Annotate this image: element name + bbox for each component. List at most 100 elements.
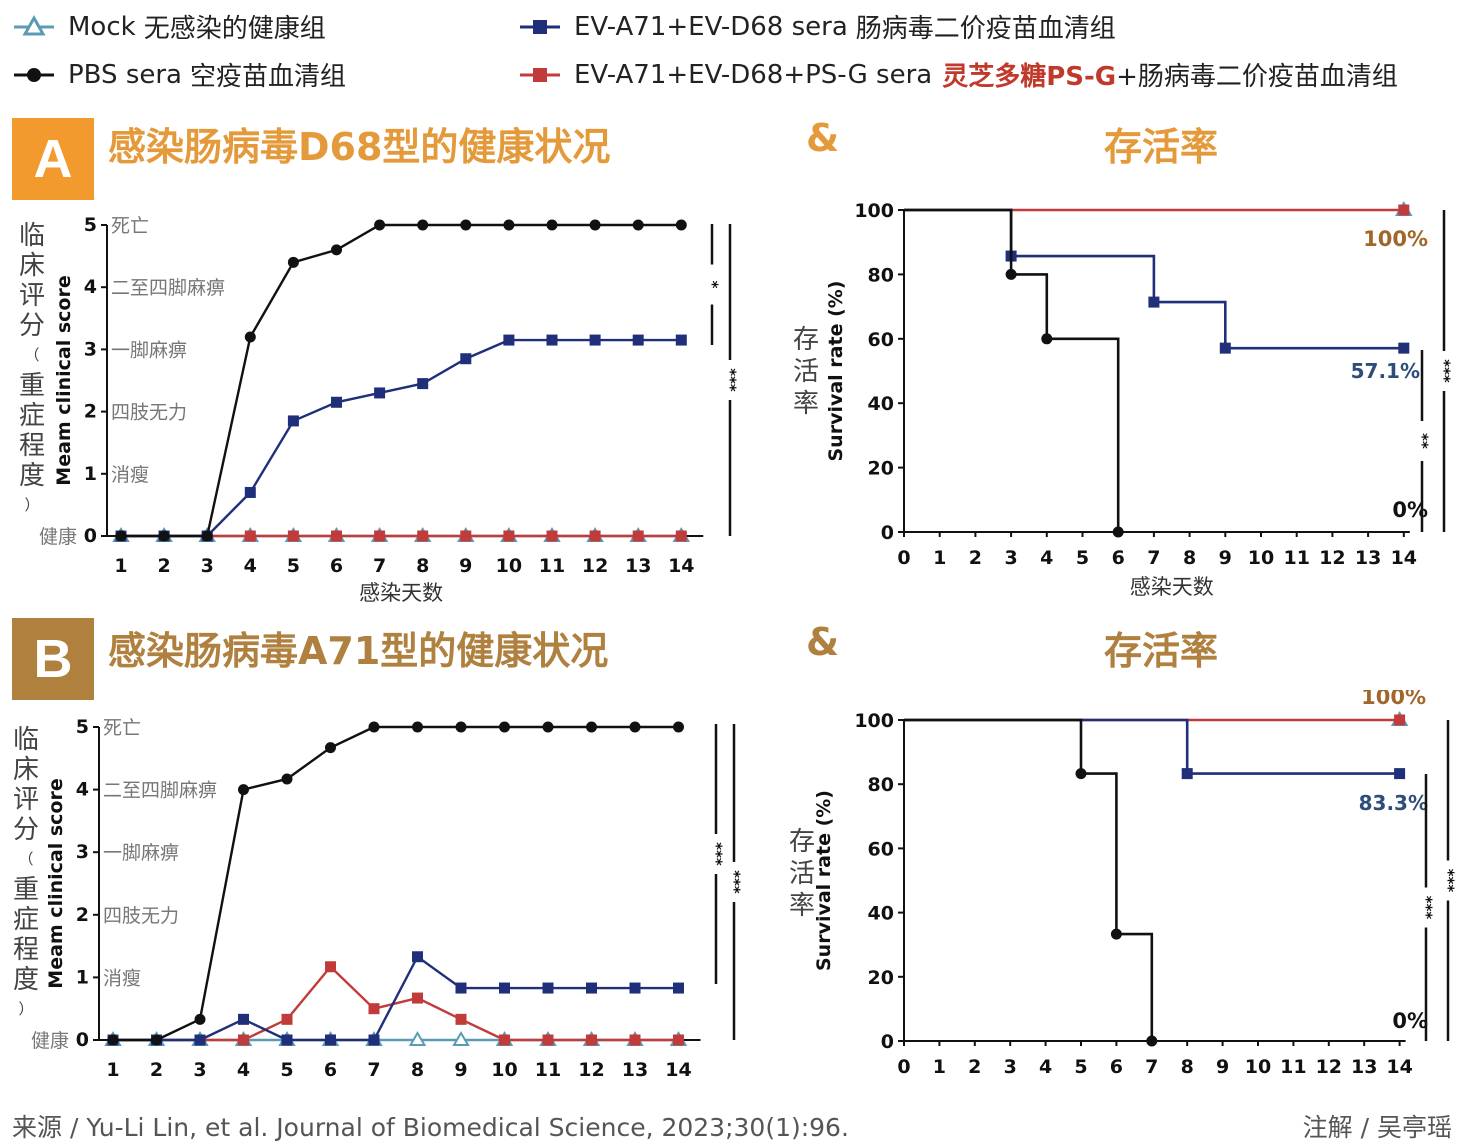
y-tick-label: 1 bbox=[84, 463, 97, 485]
x-tick-label: 6 bbox=[1110, 1056, 1123, 1078]
panel-a-amp: & bbox=[806, 116, 840, 160]
survival-point-ev bbox=[1394, 768, 1406, 780]
legend-ev-cn: 肠病毒二价疫苗血清组 bbox=[855, 14, 1116, 44]
significance-1-label: * bbox=[704, 281, 722, 289]
y-tick-label: 40 bbox=[868, 903, 894, 925]
y-tick-cn-label: 死亡 bbox=[111, 215, 149, 237]
significance-2-gap bbox=[1421, 887, 1431, 928]
x-tick-label: 5 bbox=[1076, 547, 1089, 569]
significance-2-label: *** bbox=[722, 368, 740, 392]
survival-point-ev bbox=[1148, 296, 1160, 308]
point-ev bbox=[417, 378, 429, 390]
point-pbs bbox=[546, 219, 558, 231]
y-tick-label: 80 bbox=[868, 264, 894, 286]
x-tick-label: 3 bbox=[193, 1059, 206, 1081]
x-tick-label: 11 bbox=[539, 555, 565, 577]
annotation-0: 0% bbox=[1392, 1009, 1428, 1033]
point-pbs bbox=[287, 256, 299, 268]
point-psg bbox=[287, 530, 299, 542]
point-ev bbox=[287, 415, 299, 427]
panel-a-survival-title: 存活率 bbox=[1104, 125, 1219, 169]
x-tick-label: 4 bbox=[237, 1059, 250, 1081]
point-mock bbox=[452, 1031, 470, 1046]
point-psg bbox=[546, 530, 558, 542]
x-axis-label: 感染天数 bbox=[1130, 575, 1214, 599]
y-axis-cn-label-char: 率 bbox=[793, 389, 819, 419]
point-pbs bbox=[673, 721, 684, 733]
x-tick-label: 11 bbox=[1280, 1056, 1306, 1078]
x-tick-label: 6 bbox=[330, 555, 343, 577]
point-ev bbox=[238, 1013, 249, 1025]
y-axis-cn-label-char: 活 bbox=[793, 357, 819, 387]
x-tick-label: 1 bbox=[933, 1056, 946, 1078]
y-axis-cn-label-char: 度 bbox=[13, 965, 39, 995]
point-psg bbox=[503, 530, 515, 542]
survival-point-pbs bbox=[1005, 268, 1017, 280]
legend-pbs-en: PBS sera bbox=[68, 59, 182, 90]
x-tick-label: 14 bbox=[668, 555, 694, 577]
y-axis-cn-label-char: 症 bbox=[19, 401, 45, 431]
legend-psg-marker-icon bbox=[520, 67, 560, 82]
point-ev bbox=[368, 1034, 380, 1046]
significance-1-gap bbox=[1439, 351, 1449, 391]
x-tick-label: 2 bbox=[968, 1056, 981, 1078]
series-line-ev bbox=[113, 954, 679, 1042]
point-ev bbox=[412, 951, 423, 963]
x-tick-label: 13 bbox=[625, 555, 651, 577]
panel-a-title: 感染肠病毒D68型的健康状况 bbox=[108, 125, 611, 169]
significance-1-label: *** bbox=[708, 842, 726, 866]
point-pbs bbox=[499, 721, 510, 733]
y-tick-label: 20 bbox=[868, 967, 894, 989]
point-pbs bbox=[151, 1034, 162, 1046]
point-ev bbox=[546, 334, 558, 346]
x-tick-label: 10 bbox=[496, 555, 522, 577]
y-tick-label: 0 bbox=[881, 1031, 894, 1053]
point-psg bbox=[238, 1034, 249, 1046]
legend-ev-en: EV-A71+EV-D68 sera bbox=[574, 11, 848, 42]
y-tick-cn-label: 消瘦 bbox=[103, 967, 141, 989]
x-tick-label: 9 bbox=[454, 1059, 467, 1081]
point-psg bbox=[325, 961, 336, 973]
y-tick-label: 1 bbox=[76, 966, 89, 988]
x-tick-label: 12 bbox=[1319, 547, 1345, 569]
survival-point-pbs bbox=[1146, 1035, 1158, 1047]
panel-b-letter: B bbox=[12, 618, 94, 700]
survival-point-ev bbox=[1219, 342, 1231, 354]
survival-line-pbs bbox=[904, 718, 1154, 1041]
x-tick-label: 14 bbox=[1391, 547, 1417, 569]
point-pbs bbox=[238, 784, 249, 796]
y-tick-label: 2 bbox=[84, 401, 97, 423]
y-tick-label: 60 bbox=[868, 838, 894, 860]
x-tick-label: 6 bbox=[324, 1059, 337, 1081]
point-pbs bbox=[374, 219, 386, 231]
y-axis-cn-label-char: 床 bbox=[19, 251, 45, 281]
point-psg bbox=[244, 530, 256, 542]
legend: Mock 无感染的健康组 PBS sera 空疫苗血清组 EV-A71+EV-D… bbox=[8, 4, 1458, 96]
point-pbs bbox=[201, 530, 213, 542]
significance-2-label: *** bbox=[726, 870, 744, 894]
point-psg bbox=[368, 1003, 380, 1015]
y-axis-label: Survival rate (%) bbox=[813, 790, 835, 971]
survival-point-pbs bbox=[1110, 928, 1122, 940]
legend-pbs-cn: 空疫苗血清组 bbox=[190, 62, 347, 92]
point-pbs bbox=[281, 773, 293, 785]
point-ev bbox=[455, 982, 467, 994]
y-axis-cn-label-char: 存 bbox=[793, 325, 819, 355]
legend-ev-marker-icon bbox=[520, 19, 560, 34]
x-tick-label: 3 bbox=[201, 555, 214, 577]
point-pbs bbox=[589, 219, 601, 231]
footer-source: 来源 / Yu-Li Lin, et al. Journal of Biomed… bbox=[12, 1113, 849, 1142]
point-psg bbox=[281, 1013, 293, 1025]
x-tick-label: 9 bbox=[1219, 547, 1232, 569]
x-tick-label: 1 bbox=[933, 547, 946, 569]
point-pbs bbox=[632, 219, 644, 231]
x-tick-label: 12 bbox=[1316, 1056, 1342, 1078]
y-tick-label: 0 bbox=[84, 525, 97, 547]
survival-point-pbs bbox=[1041, 333, 1053, 345]
x-tick-label: 7 bbox=[1145, 1056, 1158, 1078]
y-tick-label: 5 bbox=[76, 716, 89, 738]
point-pbs bbox=[194, 1013, 206, 1025]
point-psg bbox=[417, 530, 429, 542]
